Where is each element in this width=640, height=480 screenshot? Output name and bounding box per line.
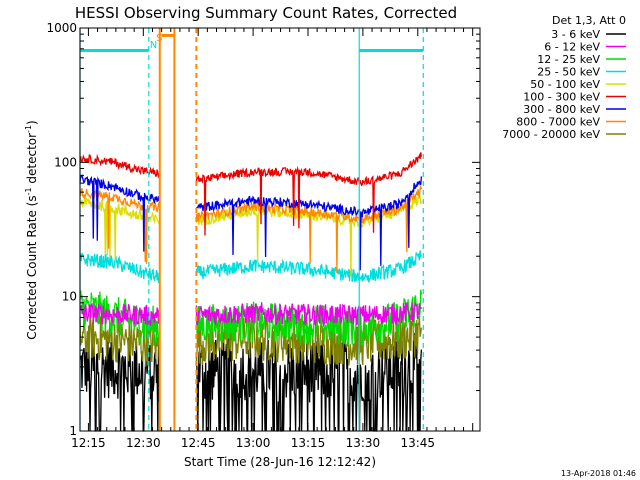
chart-title: HESSI Observing Summary Count Rates, Cor… xyxy=(75,4,457,22)
legend-label-1: 3 - 6 keV xyxy=(551,28,600,41)
legend-label-6: 100 - 300 keV xyxy=(523,91,600,104)
series-line-7-b xyxy=(195,176,423,271)
x-axis-label: Start Time (28-Jun-16 12:12:42) xyxy=(184,455,376,469)
x-tick-label: 12:45 xyxy=(181,436,216,450)
y-axis-label-main: Corrected Count Rate (s xyxy=(25,195,39,339)
legend-label-5: 50 - 100 keV xyxy=(530,78,600,91)
y-axis-label-sup1: -1 xyxy=(24,187,33,195)
series-line-6-b xyxy=(195,152,423,236)
series-line-2-b xyxy=(195,301,422,327)
axis-layer: 1 10 100 1000 12:15 12:30 12:45 13:00 13:15 13:30… xyxy=(46,21,480,450)
series-line-6-a xyxy=(79,153,161,179)
annotation-N: N xyxy=(150,40,157,51)
y-axis-label-sup2: -1 xyxy=(24,125,33,133)
legend-label-2: 6 - 12 keV xyxy=(544,41,600,54)
series-line-4-b xyxy=(195,250,422,283)
y-axis-label-mid: detector xyxy=(25,133,39,188)
plot-frame xyxy=(79,27,481,432)
x-tick-label: 12:15 xyxy=(71,436,106,450)
legend-label-9: 7000 - 20000 keV xyxy=(502,128,600,141)
x-tick-label: 13:00 xyxy=(236,436,271,450)
series-line-4-a xyxy=(79,252,161,284)
y-axis-label: Corrected Count Rate (s-1 detector-1) xyxy=(24,120,39,339)
series-line-1-b xyxy=(195,332,423,432)
y-axis-label-end: ) xyxy=(25,120,39,125)
y-tick-label: 1000 xyxy=(46,21,77,35)
annotation-S: S xyxy=(156,33,162,44)
x-tick-label: 12:30 xyxy=(126,436,161,450)
series-line-2-a xyxy=(79,302,161,326)
series-layer xyxy=(79,152,423,432)
series-line-7-a xyxy=(79,174,161,252)
legend-title: Det 1,3, Att 0 xyxy=(552,14,626,27)
y-tick-label: 100 xyxy=(54,155,77,169)
series-line-1-a xyxy=(79,335,161,432)
legend-label-8: 800 - 7000 keV xyxy=(516,116,600,129)
y-tick-label: 1 xyxy=(69,424,77,438)
timestamp: 13-Apr-2018 01:46 xyxy=(561,469,636,478)
marker-layer: NS xyxy=(79,28,424,431)
x-tick-label: 13:30 xyxy=(346,436,381,450)
x-tick-label: 13:45 xyxy=(400,436,435,450)
x-tick-label: 13:15 xyxy=(291,436,326,450)
legend-label-7: 300 - 800 keV xyxy=(523,103,600,116)
y-tick-label: 10 xyxy=(62,290,77,304)
legend-label-3: 12 - 25 keV xyxy=(537,53,600,66)
legend-label-4: 25 - 50 keV xyxy=(537,66,600,79)
